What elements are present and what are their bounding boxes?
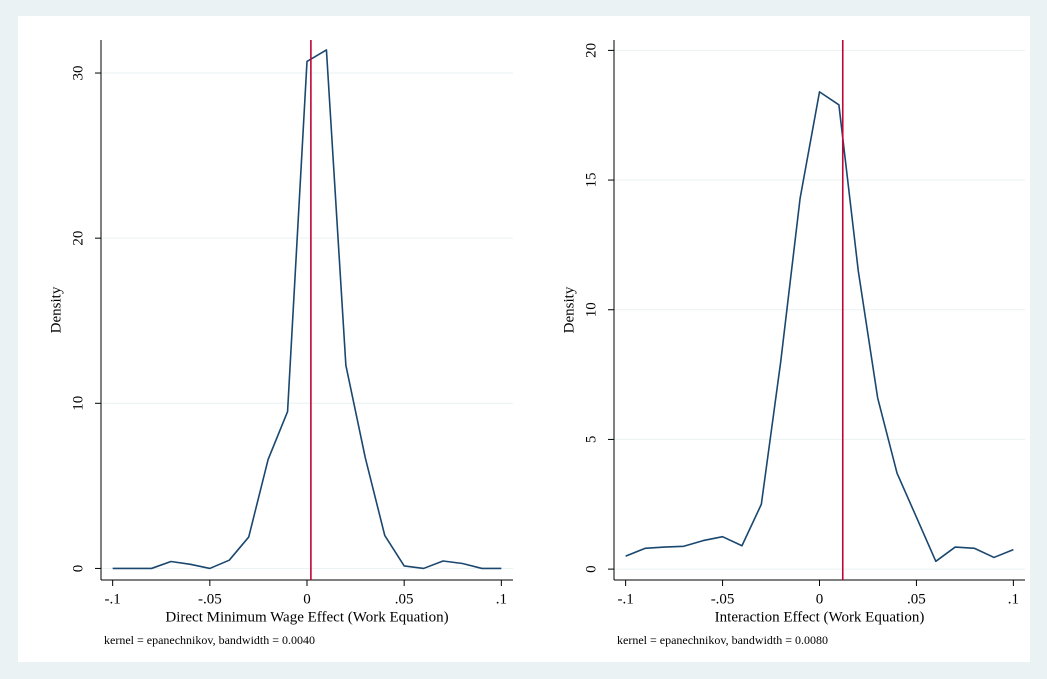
y-tick-label: 0 <box>70 565 86 573</box>
y-axis-title: Density <box>561 286 577 333</box>
x-tick-label: 0 <box>303 591 311 607</box>
x-tick-label: -.05 <box>198 591 222 607</box>
x-tick-label: .1 <box>1008 591 1019 607</box>
x-tick-label: .05 <box>907 591 926 607</box>
y-axis-title: Density <box>48 286 64 333</box>
x-axis-title: Interaction Effect (Work Equation) <box>715 609 925 625</box>
density-line <box>625 91 1014 563</box>
y-tick-label: 10 <box>583 302 599 317</box>
x-tick-label: 0 <box>816 591 824 607</box>
x-axis-title: Direct Minimum Wage Effect (Work Equatio… <box>165 609 448 625</box>
x-tick-label: .1 <box>496 591 507 607</box>
y-tick-label: 20 <box>70 231 86 246</box>
y-tick-label: 0 <box>583 565 599 573</box>
y-tick-label: 20 <box>583 43 599 58</box>
density-line <box>112 49 502 570</box>
panel <box>18 16 1030 662</box>
x-tick-label: -.05 <box>711 591 735 607</box>
y-tick-label: 10 <box>70 396 86 411</box>
x-tick-label: .05 <box>395 591 414 607</box>
y-tick-label: 30 <box>70 66 86 81</box>
y-tick-label: 15 <box>583 173 599 188</box>
y-tick-label: 5 <box>583 436 599 444</box>
x-tick-label: -.1 <box>105 591 121 607</box>
x-tick-label: -.1 <box>618 591 634 607</box>
note: kernel = epanechnikov, bandwidth = 0.004… <box>104 633 315 647</box>
note: kernel = epanechnikov, bandwidth = 0.008… <box>617 633 828 647</box>
